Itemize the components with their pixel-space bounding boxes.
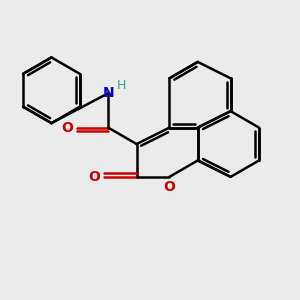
Text: O: O bbox=[164, 180, 175, 194]
Text: O: O bbox=[61, 121, 73, 135]
Text: O: O bbox=[88, 170, 100, 184]
Text: H: H bbox=[117, 79, 126, 92]
Text: N: N bbox=[102, 86, 114, 100]
